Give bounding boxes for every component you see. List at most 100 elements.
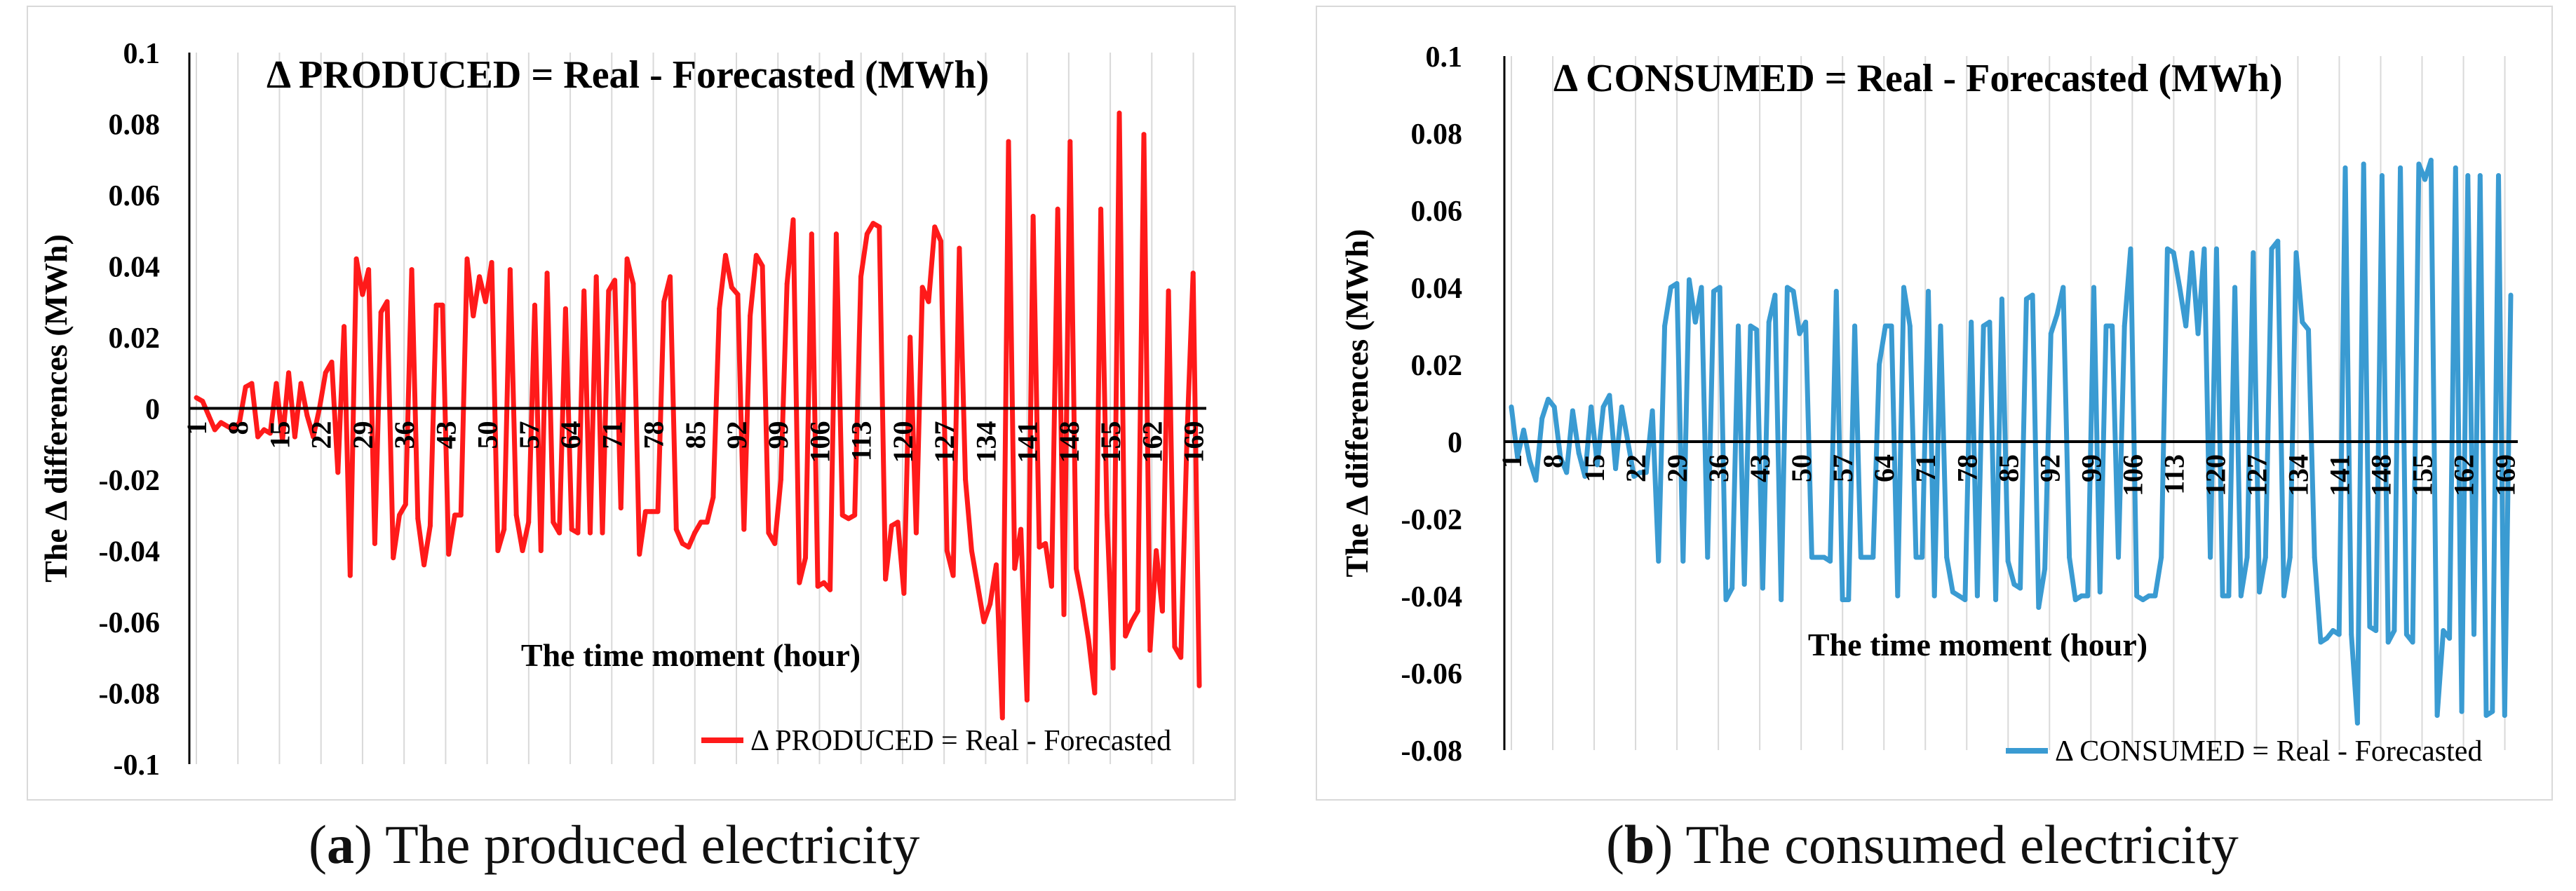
chart-a-data-point — [483, 299, 488, 304]
chart-a-data-point — [963, 477, 969, 482]
chart-a-x-tick-label: 155 — [1095, 421, 1126, 463]
chart-a-data-point — [526, 519, 532, 525]
chart-a-data-point — [1172, 644, 1178, 649]
chart-b-data-point — [1956, 593, 1962, 599]
chart-b-data-point — [2293, 250, 2299, 255]
caption-b: (b) The consumed electricity — [1606, 814, 2239, 875]
chart-b-data-point — [1736, 323, 1741, 329]
chart-b-data-point — [2238, 593, 2244, 599]
chart-b-data-point — [1858, 555, 1863, 560]
chart-a-data-point — [686, 544, 692, 550]
chart-a-data-point — [501, 526, 507, 532]
chart-b-x-tick-label: 57 — [1827, 454, 1859, 482]
chart-a-data-point — [661, 299, 667, 304]
chart-a-data-point — [642, 509, 648, 515]
chart-b-data-point — [1723, 597, 1729, 602]
chart-b-data-point — [1570, 408, 1575, 414]
chart-b-data-point — [1729, 585, 1735, 591]
chart-a-y-tick-label: -0.1 — [114, 749, 161, 782]
chart-b-data-point — [2226, 593, 2232, 599]
chart-b-x-tick-label: 162 — [2448, 454, 2480, 496]
chart-b-data-point — [2428, 158, 2434, 163]
chart-a-x-tick-label: 134 — [970, 421, 1002, 463]
chart-b-data-point — [2336, 632, 2342, 637]
chart-b-data-point — [1846, 597, 1852, 602]
chart-b-data-point — [2005, 559, 2011, 564]
chart-b-data-point — [2508, 292, 2514, 298]
chart-b-data-point — [2447, 636, 2453, 641]
chart-a-x-tick-label: 8 — [222, 421, 254, 435]
chart-a-data-point — [422, 562, 427, 568]
chart-b-x-tick-label: 85 — [1992, 454, 2024, 482]
chart-a-data-point — [668, 274, 673, 280]
chart-b-data-point — [2403, 632, 2409, 637]
chart-a-data-point — [1185, 434, 1189, 440]
chart-a-data-point — [280, 437, 285, 443]
chart-a-y-tick-label: 0.04 — [109, 252, 161, 284]
chart-b-data-point — [2164, 246, 2170, 252]
chart-b-data-point — [2453, 165, 2458, 170]
chart-a-data-point — [1098, 206, 1104, 212]
chart-b-x-tick-label: 169 — [2490, 454, 2521, 496]
chart-a-data-point — [994, 562, 999, 568]
chart-b-data-point — [2011, 582, 2017, 587]
chart-a-data-point — [833, 231, 839, 237]
chart-a-data-point — [612, 278, 618, 283]
chart-a-data-point — [347, 573, 353, 578]
chart-b-data-point — [1692, 320, 1698, 325]
chart-b-data-point — [2152, 593, 2158, 599]
chart-a-data-point — [292, 434, 297, 440]
chart-a-data-point — [600, 530, 605, 536]
chart-a-data-point — [1147, 648, 1153, 653]
chart-a-data-point — [557, 530, 562, 536]
chart-b-data-point — [1539, 416, 1545, 421]
chart-a-data-point — [403, 502, 408, 507]
chart-b-series-line — [1509, 158, 2514, 726]
chart-b-data-point — [1650, 408, 1655, 414]
chart-a-data-point — [704, 519, 710, 525]
chart-a-data-point — [1043, 540, 1048, 546]
chart-a-x-tick-label: 148 — [1053, 421, 1085, 463]
chart-b-x-tick-label: 64 — [1868, 454, 1900, 482]
chart-b-x-tick-label: 1 — [1496, 454, 1528, 468]
chart-b-data-point — [2502, 713, 2507, 718]
chart-b-data-point — [1809, 555, 1814, 560]
chart-a-data-point — [766, 530, 771, 536]
chart-b-data-point — [2183, 323, 2189, 329]
chart-b-data-point — [1870, 555, 1876, 560]
chart-b-data-point — [2018, 585, 2023, 591]
chart-a-data-point — [1129, 619, 1134, 625]
caption-b-text: The consumed electricity — [1685, 814, 2239, 875]
chart-b-data-point — [1797, 331, 1802, 336]
chart-a-data-point — [710, 494, 716, 500]
chart-a-data-point — [790, 217, 796, 222]
chart-a-data-point — [1104, 512, 1110, 518]
chart-a-data-point — [1117, 110, 1122, 116]
chart-b-data-point — [2422, 177, 2428, 182]
chart-a-data-point — [680, 540, 685, 546]
chart-b-data-point — [1551, 404, 1557, 409]
chart-b-data-point — [1803, 320, 1809, 325]
chart-b-x-tick-label: 127 — [2241, 454, 2272, 496]
chart-b-x-tick-label: 22 — [1620, 454, 1652, 482]
chart-b-data-point — [1527, 458, 1532, 463]
chart-b-data-point — [1766, 320, 1772, 325]
chart-a-x-tick-label: 50 — [472, 421, 504, 449]
chart-a-data-point — [938, 238, 943, 244]
chart-a-data-point — [883, 576, 889, 582]
chart-a-data-point — [433, 302, 439, 308]
chart-b-x-tick-label: 50 — [1786, 454, 1817, 482]
chart-b-data-point — [1564, 470, 1570, 475]
chart-b-x-tick-label: 78 — [1951, 454, 1983, 482]
chart-a-y-tick-label: 0.08 — [109, 109, 161, 142]
chart-b-data-point — [2281, 593, 2286, 599]
chart-a-data-point — [999, 715, 1005, 721]
chart-a-data-point — [304, 413, 310, 419]
chart-a-data-point — [274, 381, 279, 386]
chart-b-data-point — [1521, 428, 1526, 433]
chart-a-data-point — [551, 519, 556, 525]
chart-a-data-point — [581, 288, 587, 294]
chart-a-y-label: The Δ differences (MWh) — [38, 234, 74, 583]
chart-b-data-point — [1962, 597, 1968, 602]
chart-b-data-point — [2097, 590, 2103, 594]
